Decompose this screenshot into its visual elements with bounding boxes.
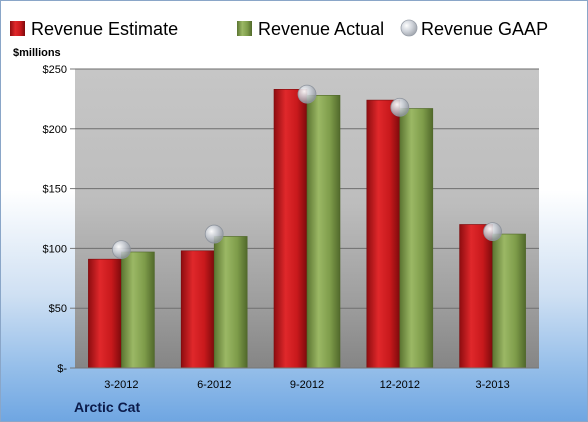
y-tick-label: $50 (49, 303, 67, 315)
y-axis-ticks: $- $50 $100 $150 $200 $250 (43, 64, 75, 375)
gaap-marker (390, 97, 410, 117)
legend-swatch-estimate (10, 21, 25, 36)
company-name: Arctic Cat (74, 399, 140, 415)
y-tick-label: $- (57, 363, 67, 375)
actual-bar (399, 108, 434, 369)
estimate-bar (180, 250, 215, 369)
legend-swatch-actual (237, 21, 252, 36)
x-axis-ticks: 3-2012 6-2012 9-2012 12-2012 3-2013 (104, 379, 509, 391)
gaap-markers (112, 84, 503, 259)
legend-swatch-gaap (400, 19, 418, 37)
legend-item-revenue-actual: Revenue Actual (237, 19, 384, 39)
estimate-bar (273, 89, 308, 369)
legend: Revenue Estimate Revenue Actual Revenue … (10, 19, 548, 39)
gaap-marker (204, 224, 224, 244)
x-tick-label: 3-2013 (475, 379, 509, 391)
estimate-bar (459, 224, 493, 369)
x-tick-label: 3-2012 (104, 379, 138, 391)
legend-label-estimate: Revenue Estimate (31, 19, 178, 39)
gaap-marker (297, 84, 317, 104)
y-tick-label: $150 (43, 184, 67, 196)
y-tick-label: $250 (43, 64, 67, 76)
legend-item-revenue-estimate: Revenue Estimate (10, 19, 178, 39)
gaap-marker (483, 222, 503, 242)
legend-item-revenue-gaap: Revenue GAAP (400, 19, 548, 39)
actual-bar (492, 233, 526, 369)
actual-bar (213, 236, 248, 369)
y-tick-label: $200 (43, 124, 67, 136)
estimate-bar (366, 99, 401, 369)
y-axis-unit: $millions (13, 47, 61, 59)
actual-bar (306, 95, 341, 369)
legend-label-actual: Revenue Actual (258, 19, 384, 39)
legend-label-gaap: Revenue GAAP (421, 19, 548, 39)
x-tick-label: 6-2012 (197, 379, 231, 391)
x-tick-label: 9-2012 (290, 379, 324, 391)
y-tick-label: $100 (43, 243, 67, 255)
bars (88, 89, 526, 369)
estimate-bar (88, 258, 122, 369)
actual-bar (121, 251, 155, 369)
gaap-marker (112, 240, 131, 259)
x-tick-label: 12-2012 (380, 379, 420, 391)
